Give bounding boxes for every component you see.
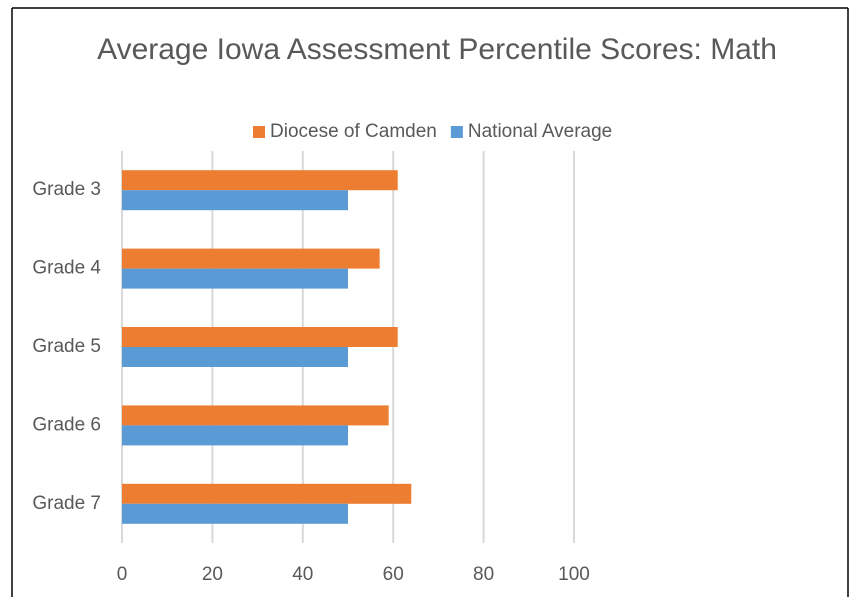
bar [122,170,398,191]
legend-label: National Average [468,121,612,142]
bar [122,483,412,504]
y-tick-label: Grade 3 [32,179,101,200]
bar [122,347,348,367]
bar [122,425,348,446]
x-tick-label: 80 [473,564,494,585]
x-tick-label: 100 [558,564,590,585]
x-tick-label: 60 [383,564,404,585]
y-tick-label: Grade 7 [32,493,101,514]
x-tick-label: 40 [292,564,313,585]
x-tick-label: 0 [117,564,128,585]
bar [122,405,389,426]
bar [122,190,348,211]
legend-swatch [253,126,265,138]
y-tick-label: Grade 4 [32,258,101,279]
bar [122,248,380,269]
x-tick-label: 20 [202,564,223,585]
legend-label: Diocese of Camden [270,121,437,142]
bar [122,268,348,289]
y-tick-label: Grade 5 [32,336,101,357]
bar [122,327,398,347]
y-tick-label: Grade 6 [32,414,101,435]
chart-title: Average Iowa Assessment Percentile Score… [97,33,777,66]
legend-swatch [450,126,463,138]
bar [122,503,348,524]
